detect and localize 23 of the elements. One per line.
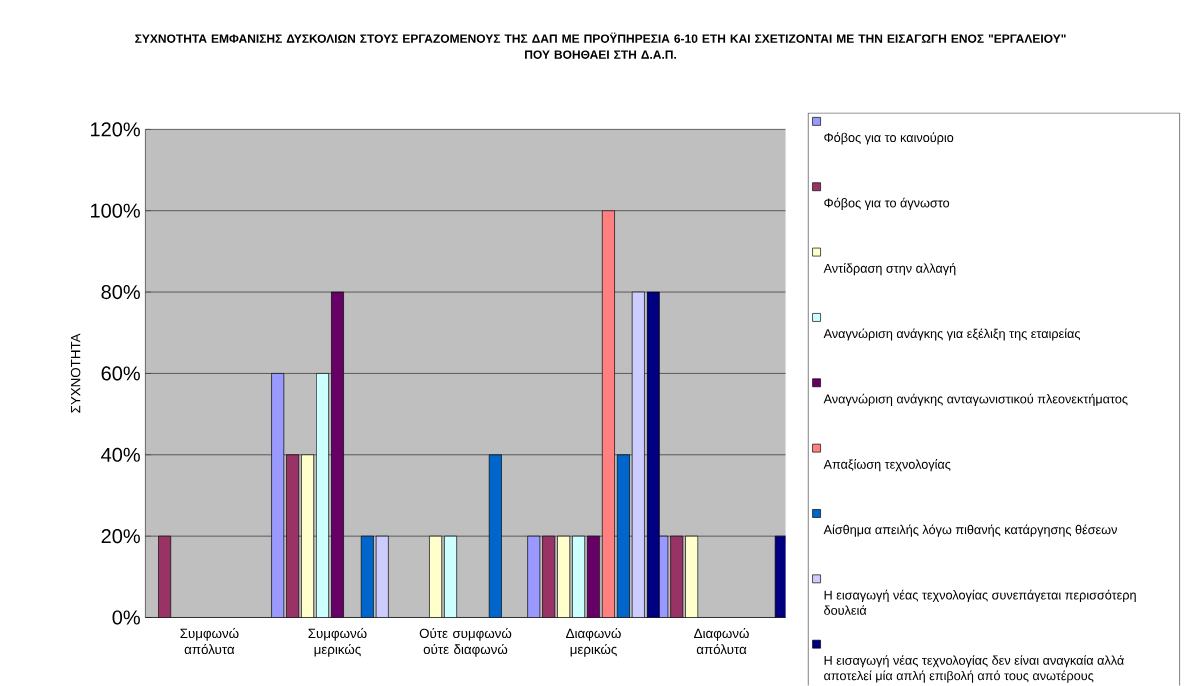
legend-label: Αναγνώριση ανάγκης ανταγωνιστικού πλεονεκτήματος bbox=[823, 394, 1128, 407]
x-tick-label: Συμφωνώ απόλυτα bbox=[180, 628, 239, 655]
y-tick-label: 0% bbox=[112, 610, 140, 625]
legend-label: Η εισαγωγή νέας τεχνολογίας δεν είναι αναγκαία αλλά αποτελεί μία απλή επιβολή από τους ανωτέρους bbox=[824, 655, 1124, 683]
legend-label: Αίσθημα απειλής λόγω πιθανής κατάργησης θέσεων bbox=[823, 524, 1117, 537]
y-tick-label: 100% bbox=[91, 203, 140, 219]
chart-title: ΣΥΧΝΟΤΗΤΑ ΕΜΦΑΝΙΣΗΣ ΔΥΣΚΟΛΙΩΝ ΣΤΟΥΣ ΕΡΓΑΖΟΜΕΝΟΥΣ ΤΗΣ ΔΑΠ ΜΕ ΠΡΟΫΠΗΡΕΣΙΑ 6-10 ΕΤΗ ΚΑΙ ΣΧΕΤΙΖΟΝΤΑΙ ΜΕ ΤΗΝ ΕΙΣΑΓΩΓΗ ΕΝΟΣ "ΕΡΓΑΛΕΙΟΥ" ΠΟΥ ΒΟΗΘΑΕΙ ΣΤΗ Δ.Α.Π. bbox=[135, 32, 1066, 60]
x-tick-label: Διαφωνώ μερικώς bbox=[566, 628, 621, 657]
legend-label: Αντίδραση στην αλλαγή bbox=[823, 263, 956, 276]
legend-label: Απαξίωση τεχνολογίας bbox=[823, 459, 951, 472]
x-tick-label: Ούτε συμφωνώ ούτε διαφωνώ bbox=[419, 628, 512, 657]
legend-label: Η εισαγωγή νέας τεχνολογίας συνεπάγεται περισσότερη δουλειά bbox=[824, 590, 1136, 616]
legend-label: Φόβος για το καινούριο bbox=[824, 132, 954, 145]
legend-label: Αναγνώριση ανάγκης για εξέλιξη της εταιρείας bbox=[823, 328, 1081, 341]
legend-label: Φόβος για το άγνωστο bbox=[824, 197, 950, 211]
y-axis-title: ΣΥΧΝΟΤΗΤΑ bbox=[70, 333, 81, 413]
y-tick-label: 80% bbox=[101, 285, 140, 300]
x-tick-label: Συμφωνώ μερικώς bbox=[308, 628, 367, 657]
x-tick-label: Διαφωνώ απόλυτα bbox=[694, 628, 749, 655]
y-tick-label: 60% bbox=[101, 366, 140, 381]
y-tick-label: 120% bbox=[91, 122, 140, 137]
y-tick-label: 20% bbox=[101, 529, 140, 544]
y-tick-label: 40% bbox=[101, 447, 140, 463]
